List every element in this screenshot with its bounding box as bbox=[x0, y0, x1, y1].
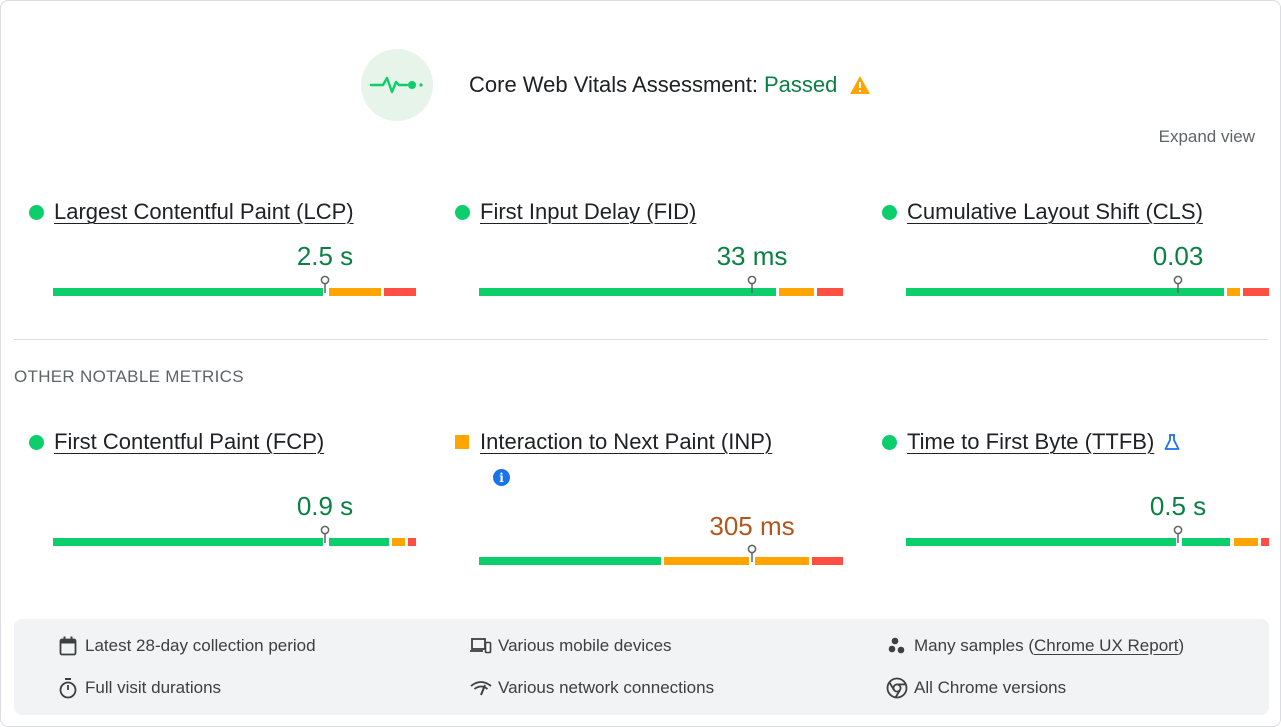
percentile-marker-icon bbox=[1173, 525, 1183, 543]
distribution-bar-cls bbox=[906, 288, 1269, 296]
assessment-label: Core Web Vitals Assessment: bbox=[469, 72, 758, 97]
network-item: Various network connections bbox=[470, 677, 714, 699]
assessment-status: Passed bbox=[763, 72, 838, 97]
samples-icon bbox=[886, 635, 908, 657]
percentile-marker-icon bbox=[320, 525, 330, 543]
percentile-marker-icon bbox=[747, 275, 757, 293]
distribution-bar-lcp bbox=[53, 288, 416, 296]
average-status-square bbox=[455, 435, 469, 449]
metric-value-fcp: 0.9 s bbox=[296, 491, 354, 521]
collection-period-text: Latest 28-day collection period bbox=[85, 636, 316, 655]
metric-value-fid: 33 ms bbox=[716, 241, 788, 271]
samples-prefix: Many samples ( bbox=[914, 636, 1034, 655]
distribution-bar-inp bbox=[479, 557, 843, 565]
samples-item: Many samples (Chrome UX Report) bbox=[886, 635, 1184, 657]
warning-icon[interactable] bbox=[849, 75, 871, 95]
collection-period-item: Latest 28-day collection period bbox=[57, 635, 316, 657]
good-status-dot bbox=[882, 204, 897, 220]
percentile-marker-icon bbox=[747, 544, 757, 562]
metric-cls: Cumulative Layout Shift (CLS) 0.03 bbox=[882, 197, 1269, 296]
metric-value-cls: 0.03 bbox=[1152, 241, 1204, 271]
metric-name-lcp[interactable]: Largest Contentful Paint (LCP) bbox=[54, 199, 354, 224]
other-metrics-heading: OTHER NOTABLE METRICS bbox=[14, 367, 244, 386]
devices-item: Various mobile devices bbox=[470, 635, 672, 657]
metric-name-fid[interactable]: First Input Delay (FID) bbox=[480, 199, 697, 224]
stopwatch-icon bbox=[57, 677, 79, 699]
percentile-marker-icon bbox=[320, 275, 330, 293]
metric-value-inp: 305 ms bbox=[709, 511, 795, 541]
metric-name-fcp[interactable]: First Contentful Paint (FCP) bbox=[54, 429, 325, 454]
chrome-versions-item: All Chrome versions bbox=[886, 677, 1066, 699]
distribution-bar-fid bbox=[479, 288, 843, 296]
metric-value-ttfb: 0.5 s bbox=[1149, 491, 1207, 521]
visit-durations-item: Full visit durations bbox=[57, 677, 221, 699]
visit-durations-text: Full visit durations bbox=[85, 678, 222, 697]
devices-text: Various mobile devices bbox=[498, 636, 672, 655]
metric-name-ttfb[interactable]: Time to First Byte (TTFB) bbox=[907, 429, 1155, 454]
metric-fid: First Input Delay (FID) 33 ms bbox=[455, 197, 843, 296]
metric-name-cls[interactable]: Cumulative Layout Shift (CLS) bbox=[907, 199, 1203, 224]
metric-name-inp[interactable]: Interaction to Next Paint (INP) bbox=[480, 429, 773, 454]
assessment-title: Core Web Vitals Assessment: Passed bbox=[469, 72, 871, 98]
metric-value-lcp: 2.5 s bbox=[296, 241, 354, 271]
good-status-dot bbox=[455, 204, 470, 220]
distribution-bar-fcp bbox=[53, 538, 416, 546]
chrome-icon bbox=[886, 677, 908, 699]
data-source-footer: Latest 28-day collection period Full vis… bbox=[14, 619, 1269, 715]
chrome-versions-text: All Chrome versions bbox=[914, 678, 1067, 697]
expand-view-link[interactable]: Expand view bbox=[1158, 127, 1255, 146]
metric-fcp: First Contentful Paint (FCP) 0.9 s bbox=[29, 427, 416, 546]
metric-ttfb: Time to First Byte (TTFB) 0.5 s bbox=[882, 427, 1269, 546]
distribution-bar-ttfb bbox=[906, 538, 1269, 546]
info-icon[interactable]: i bbox=[493, 469, 510, 486]
good-status-dot bbox=[29, 434, 44, 450]
heartbeat-icon bbox=[361, 49, 433, 121]
network-text: Various network connections bbox=[498, 678, 715, 697]
network-icon bbox=[470, 677, 492, 699]
metric-lcp: Largest Contentful Paint (LCP) 2.5 s bbox=[29, 197, 416, 296]
flask-icon[interactable] bbox=[1164, 433, 1180, 451]
good-status-dot bbox=[29, 204, 44, 220]
assessment-header: Core Web Vitals Assessment: Passed bbox=[361, 49, 871, 121]
metric-inp: Interaction to Next Paint (INP) i 305 ms bbox=[455, 427, 843, 565]
chrome-ux-report-link[interactable]: Chrome UX Report bbox=[1033, 636, 1179, 655]
good-status-dot bbox=[882, 434, 897, 450]
section-divider bbox=[14, 339, 1268, 340]
percentile-marker-icon bbox=[1173, 275, 1183, 293]
devices-icon bbox=[470, 635, 492, 657]
samples-suffix: ) bbox=[1178, 636, 1185, 655]
calendar-icon bbox=[57, 635, 79, 657]
